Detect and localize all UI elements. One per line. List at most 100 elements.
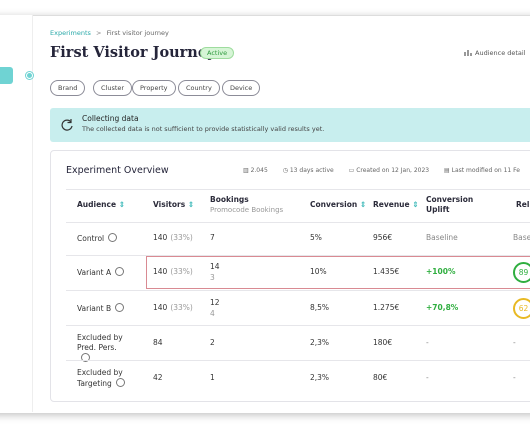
- visitors-share: (33%): [170, 267, 193, 276]
- visitors-value: 42: [153, 373, 163, 382]
- header-uplift-label: Conversion Uplift: [426, 195, 474, 214]
- header-reliability-label: Reli: [516, 200, 530, 209]
- bookings-value: 7: [210, 233, 215, 242]
- reliability-gauge: 62: [513, 298, 530, 319]
- audience-cell: Variant B: [77, 303, 125, 314]
- visitors-value: 84: [153, 338, 163, 347]
- uplift-value: +70,8%: [426, 303, 459, 312]
- revenue-value: 80€: [373, 373, 388, 382]
- conversion-value: 8,5%: [310, 303, 330, 312]
- filter-chip[interactable]: Cluster: [93, 80, 133, 96]
- header-revenue: Revenue ⇕: [373, 200, 419, 209]
- breadcrumb-separator: >: [96, 29, 102, 37]
- help-icon[interactable]: [115, 303, 125, 312]
- visitors-cell: 140 (33%): [153, 267, 193, 276]
- meta-duration: ◷ 13 days active: [282, 167, 334, 174]
- revenue-value: 1.275€: [373, 303, 400, 312]
- help-icon[interactable]: [115, 267, 125, 276]
- breadcrumb-current: First visitor journey: [106, 29, 169, 37]
- meta-modified-value: Last modified on 11 Fe: [451, 167, 520, 174]
- sidebar-active-item[interactable]: [0, 67, 13, 84]
- header-visitors: Visitors ⇕: [153, 200, 194, 209]
- visitors-cell: 84: [153, 338, 163, 347]
- uplift-value: -: [426, 373, 429, 382]
- meta-row: ▥ 2.045 ◷ 13 days active ▭ Created on 12…: [243, 167, 520, 174]
- audience-name: Excluded by Targeting: [77, 368, 123, 388]
- conversion-value: 5%: [310, 233, 322, 242]
- header-audience: Audience ⇕: [77, 200, 125, 209]
- audience-name: Excluded by Pred. Pers.: [77, 333, 123, 352]
- bookings-value: 14: [210, 262, 220, 271]
- sidebar: [0, 15, 33, 412]
- help-icon[interactable]: [115, 378, 125, 387]
- meta-created-value: Created on 12 Jan, 2023: [356, 167, 430, 174]
- filter-chip[interactable]: Property: [132, 80, 176, 96]
- audience-cell: Control: [77, 233, 125, 244]
- sort-icon[interactable]: ⇕: [409, 200, 419, 209]
- visitors-share: (33%): [170, 233, 193, 242]
- audience-detail[interactable]: Audience detail: [464, 49, 526, 57]
- visitors-value: 140: [153, 303, 168, 312]
- bookings-value: 2: [210, 338, 215, 347]
- filter-chip[interactable]: Brand: [50, 80, 86, 96]
- visitors-share: (33%): [170, 303, 193, 312]
- filter-chip[interactable]: Device: [222, 80, 261, 96]
- divider: [66, 360, 530, 361]
- meta-visitors: ▥ 2.045: [243, 167, 268, 174]
- filter-chip[interactable]: Country: [178, 80, 220, 96]
- header-bookings: Bookings: [210, 195, 249, 204]
- conversion-value: 2,3%: [310, 373, 330, 382]
- info-banner: Collecting data The collected data is no…: [50, 108, 530, 142]
- revenue-value: 956€: [373, 233, 393, 242]
- breadcrumb: Experiments > First visitor journey: [50, 29, 169, 37]
- audience-cell: Variant A: [77, 267, 125, 278]
- conversion-value: 2,3%: [310, 338, 330, 347]
- header-reliability: Reli: [516, 200, 530, 209]
- meta-visitors-value: 2.045: [250, 167, 268, 174]
- help-icon[interactable]: [108, 233, 118, 242]
- meta-created: ▭ Created on 12 Jan, 2023: [348, 167, 430, 174]
- divider: [66, 255, 530, 256]
- visitors-value: 140: [153, 233, 168, 242]
- uplift-value: +100%: [426, 267, 456, 276]
- audience-name: Variant A: [77, 268, 112, 277]
- header-visitors-label: Visitors: [153, 200, 186, 209]
- promocode-value: 3: [210, 273, 215, 282]
- bookings-value: 12: [210, 298, 220, 307]
- reliability-value: -: [513, 373, 516, 382]
- card-title: Experiment Overview: [66, 165, 169, 176]
- status-badge: Active: [200, 47, 235, 59]
- meta-modified: ▤ Last modified on 11 Fe: [444, 167, 520, 174]
- meta-duration-value: 13 days active: [289, 167, 334, 174]
- sidebar-dot: [26, 72, 33, 79]
- header-conversion-label: Conversion: [310, 200, 358, 209]
- promocode-value: 4: [210, 309, 215, 318]
- header-bookings-sub: Promocode Bookings: [210, 206, 284, 214]
- banner-title: Collecting data: [82, 114, 139, 123]
- uplift-value: -: [426, 338, 429, 347]
- conversion-value: 10%: [310, 267, 327, 276]
- banner-message: The collected data is not sufficient to …: [82, 125, 325, 133]
- icon: [464, 50, 472, 56]
- audience-cell: Excluded by Targeting: [77, 368, 125, 389]
- bookings-value: 1: [210, 373, 215, 382]
- sort-icon[interactable]: ⇕: [357, 200, 367, 209]
- audience-name: Control: [77, 234, 105, 243]
- page-title: First Visitor Journey: [50, 44, 216, 61]
- sort-icon[interactable]: ⇕: [116, 200, 125, 209]
- revenue-value: 1.435€: [373, 267, 400, 276]
- breadcrumb-link[interactable]: Experiments: [50, 29, 91, 37]
- refresh-icon: [61, 119, 73, 131]
- help-icon[interactable]: [81, 353, 90, 362]
- divider: [66, 325, 530, 326]
- audience-name: Variant B: [77, 304, 112, 313]
- header-revenue-label: Revenue: [373, 200, 410, 209]
- visitors-value: 140: [153, 267, 168, 276]
- audience-detail-label: Audience detail: [475, 49, 526, 57]
- visitors-cell: 140 (33%): [153, 233, 193, 242]
- divider: [66, 290, 530, 291]
- header-audience-label: Audience: [77, 200, 117, 209]
- row-highlight: [146, 256, 530, 289]
- sort-icon[interactable]: ⇕: [185, 200, 195, 209]
